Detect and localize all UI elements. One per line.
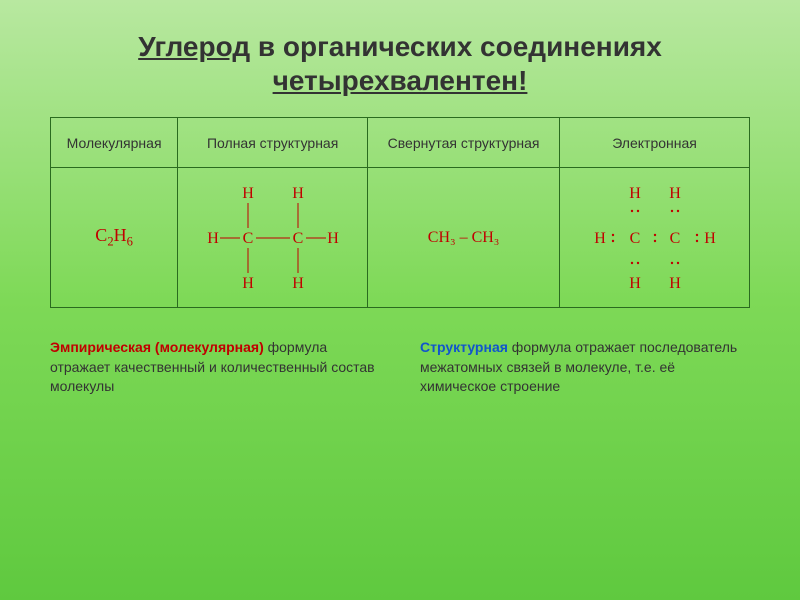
- atom-h: H: [292, 185, 304, 202]
- title-word1: Углерод: [138, 31, 250, 62]
- electronic-formula-svg: H H H C C H H H: [580, 183, 730, 293]
- atom-h: H: [207, 230, 219, 247]
- table-header-row: Молекулярная Полная структурная Свернута…: [51, 118, 750, 168]
- header-full-structural: Полная структурная: [178, 118, 368, 168]
- atom-h: H: [292, 275, 304, 292]
- atom-h: H: [669, 185, 681, 202]
- atom-h: H: [629, 275, 641, 292]
- header-electronic: Электронная: [560, 118, 750, 168]
- definition-structural: Структурная формула отражает последовате…: [420, 338, 750, 397]
- atom-c: C: [669, 230, 680, 247]
- atom-h: H: [242, 275, 254, 292]
- atom-h: H: [704, 230, 716, 247]
- cell-molecular: С2Н6: [51, 168, 178, 308]
- atom-c: C: [292, 230, 303, 247]
- structural-highlight: Структурная: [420, 339, 508, 355]
- cell-condensed: CH₃ – CH₃: [368, 168, 560, 308]
- atom-c: C: [629, 230, 640, 247]
- title-middle: в органических соединениях: [250, 31, 662, 62]
- structural-formula-svg: H H H C C H H H: [198, 183, 348, 293]
- cell-electronic: H H H C C H H H: [560, 168, 750, 308]
- page-title: Углерод в органических соединениях четыр…: [50, 30, 750, 97]
- empirical-highlight: Эмпирическая (молекулярная): [50, 339, 264, 355]
- table-row: С2Н6 H H H C C H H H: [51, 168, 750, 308]
- atom-h: H: [669, 275, 681, 292]
- atom-c: C: [242, 230, 253, 247]
- cell-full-structural: H H H C C H H H: [178, 168, 368, 308]
- atom-h: H: [629, 185, 641, 202]
- atom-h: H: [327, 230, 339, 247]
- header-molecular: Молекулярная: [51, 118, 178, 168]
- formulas-table: Молекулярная Полная структурная Свернута…: [50, 117, 750, 308]
- definitions-row: Эмпирическая (молекулярная) формула отра…: [50, 338, 750, 397]
- molecular-formula: С2Н6: [95, 225, 133, 245]
- condensed-formula: CH₃ – CH₃: [428, 229, 500, 246]
- definition-empirical: Эмпирическая (молекулярная) формула отра…: [50, 338, 380, 397]
- atom-h: H: [242, 185, 254, 202]
- header-condensed: Свернутая структурная: [368, 118, 560, 168]
- title-word2: четырехвалентен!: [273, 65, 528, 96]
- atom-h: H: [594, 230, 606, 247]
